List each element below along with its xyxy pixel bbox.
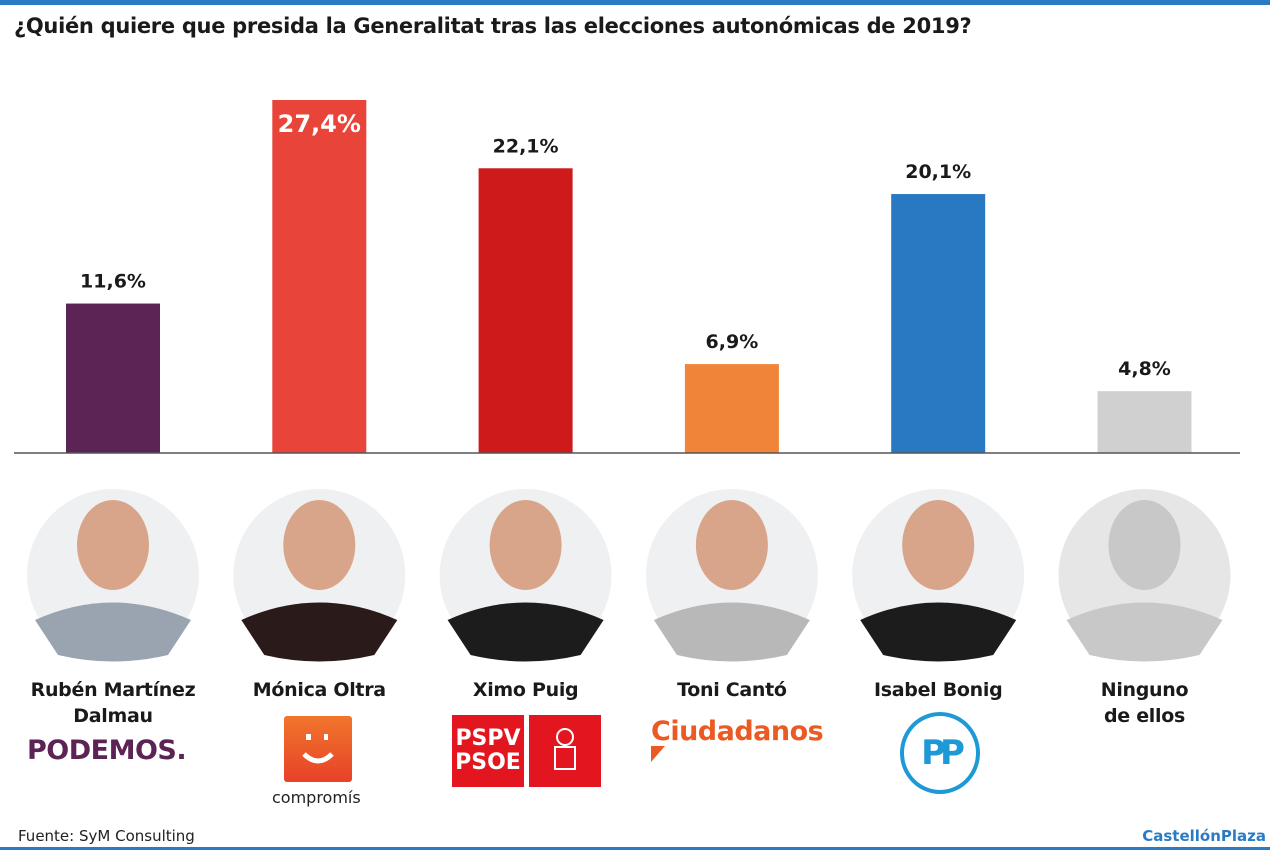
candidate-name: Toni Cantó bbox=[632, 677, 832, 703]
candidate-name: Rubén Martínez Dalmau bbox=[13, 677, 213, 729]
candidate-name: Mónica Oltra bbox=[219, 677, 419, 703]
pp-logo: PP bbox=[900, 712, 980, 794]
data-label: 20,1% bbox=[905, 161, 971, 183]
candidate-name: Isabel Bonig bbox=[838, 677, 1038, 703]
top-accent-line bbox=[0, 0, 1270, 5]
name-line: Rubén Martínez bbox=[30, 679, 196, 701]
brand-logo: CastellónPlaza bbox=[1142, 827, 1266, 845]
bar bbox=[1097, 391, 1192, 453]
podemos-logo: PODEMOS. bbox=[27, 735, 187, 766]
compromis-logo-text: compromís bbox=[272, 788, 361, 807]
candidate-photo bbox=[233, 489, 406, 662]
data-label: 11,6% bbox=[80, 271, 146, 293]
pspv-psoe-logo: PSPV PSOE bbox=[452, 715, 524, 787]
data-label: 6,9% bbox=[706, 331, 759, 353]
bar bbox=[272, 100, 367, 453]
name-line: Isabel Bonig bbox=[873, 679, 1003, 701]
name-line: de ellos bbox=[1104, 705, 1185, 727]
source-note: Fuente: SyM Consulting bbox=[18, 827, 195, 845]
candidate-photo bbox=[645, 489, 818, 662]
name-line: Ninguno bbox=[1100, 679, 1189, 701]
candidate-photo bbox=[852, 489, 1025, 662]
data-label: 4,8% bbox=[1118, 358, 1171, 380]
bar bbox=[891, 194, 986, 454]
name-line: Dalmau bbox=[73, 705, 153, 727]
bar bbox=[684, 364, 779, 453]
bottom-accent-line bbox=[0, 847, 1270, 850]
compromis-logo-icon bbox=[284, 716, 352, 782]
name-line: Toni Cantó bbox=[677, 679, 787, 701]
candidate-photo bbox=[1058, 489, 1231, 662]
candidate-photo bbox=[439, 489, 612, 662]
data-label: 27,4% bbox=[278, 110, 361, 138]
bar bbox=[478, 168, 573, 454]
name-line: Mónica Oltra bbox=[252, 679, 386, 701]
ciudadanos-logo: Ciudadanos bbox=[651, 716, 824, 747]
psoe-rose-fist-icon bbox=[529, 715, 601, 787]
pspv-text: PSPV bbox=[455, 726, 521, 751]
data-label: 22,1% bbox=[493, 135, 559, 157]
psoe-text: PSOE bbox=[455, 750, 521, 775]
candidate-photo bbox=[27, 489, 199, 662]
candidate-name: Ximo Puig bbox=[426, 677, 626, 703]
bar bbox=[66, 303, 160, 453]
ciudadanos-triangle-icon bbox=[651, 746, 665, 762]
candidate-name: Ninguno de ellos bbox=[1045, 677, 1245, 729]
name-line: Ximo Puig bbox=[472, 679, 579, 701]
chart-title: ¿Quién quiere que presida la Generalitat… bbox=[14, 14, 972, 38]
